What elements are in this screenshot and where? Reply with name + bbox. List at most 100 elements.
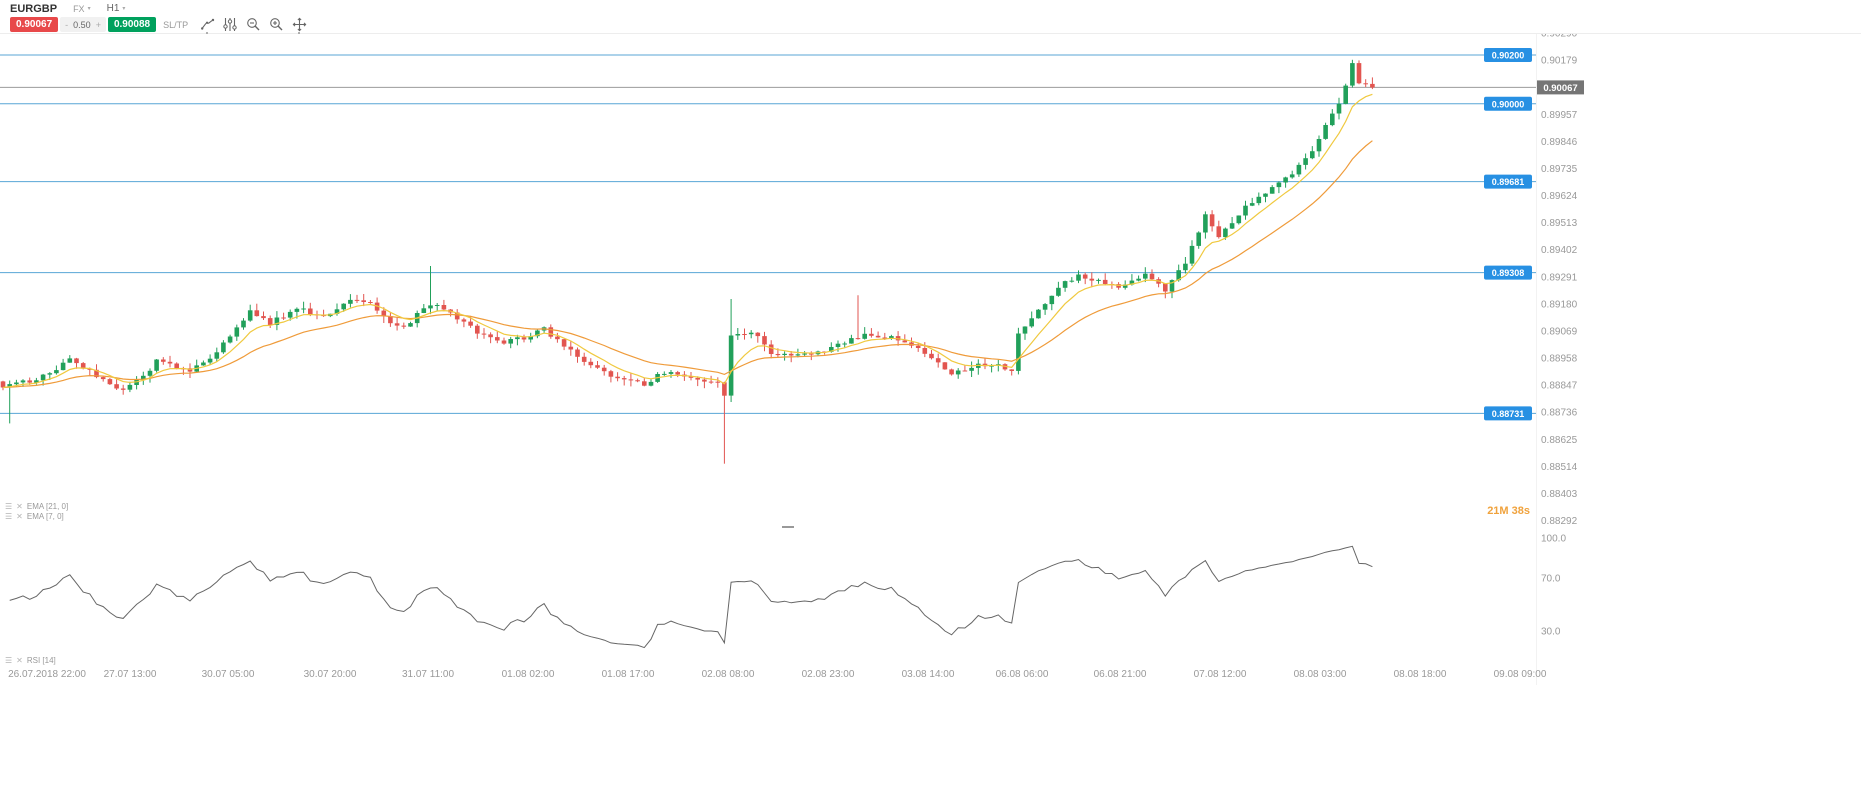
price-axis-label: 0.89291 (1541, 272, 1578, 283)
candle-body (1122, 284, 1128, 288)
candle-body (1370, 83, 1375, 88)
candle-body (401, 325, 407, 327)
market-dropdown[interactable]: FX ▾ (73, 4, 91, 14)
candle-body (60, 362, 66, 371)
candle-body (555, 336, 560, 340)
current-price-tag (1537, 80, 1584, 95)
candle-body (495, 337, 500, 341)
candle-body (234, 327, 240, 337)
candle-body (608, 371, 614, 377)
candle-body (281, 317, 286, 319)
candle-body (114, 384, 119, 389)
price-level-tag[interactable] (1484, 174, 1532, 189)
candle-body (615, 376, 620, 379)
candle-body (535, 330, 540, 337)
ema-21-line (2, 140, 1373, 389)
candle-body (428, 305, 433, 309)
candle-body (1056, 287, 1061, 296)
indicator-close-icon[interactable]: ✕ (16, 501, 23, 511)
candle-body (1276, 182, 1282, 188)
candle-body (922, 348, 928, 354)
candle-body (421, 308, 427, 313)
indicator-menu-icon[interactable]: ☰ (5, 511, 13, 521)
ema21-legend-label: EMA [21, 0] (26, 502, 69, 511)
candle-body (1163, 283, 1168, 292)
price-level-tag[interactable] (1484, 406, 1532, 421)
candle-body (1316, 139, 1322, 152)
indicators-icon[interactable] (221, 17, 239, 33)
price-level-tag[interactable] (1484, 96, 1532, 111)
candle-body (1303, 158, 1308, 165)
candle-body (7, 384, 12, 388)
candle-body (575, 349, 580, 357)
candle-body (1042, 304, 1048, 310)
symbol-name[interactable]: EURGBP (10, 2, 58, 15)
instrument-bar: EURGBP FX ▾ H1 ▾ (10, 2, 125, 15)
candle-body (1049, 295, 1055, 305)
candle-body (147, 370, 153, 376)
candle-body (869, 333, 874, 336)
price-axis-label: 0.89957 (1541, 110, 1578, 121)
indicator-close-icon[interactable]: ✕ (16, 511, 23, 521)
candle-body (1183, 263, 1188, 271)
rsi-axis-label: 100.0 (1541, 534, 1566, 545)
crosshair-move-icon[interactable] (290, 17, 308, 34)
candle-body (294, 308, 300, 312)
sell-button[interactable]: 0.90067 (10, 17, 59, 32)
zoom-in-icon[interactable] (267, 17, 285, 33)
timeframe-dropdown[interactable]: H1 ▾ (107, 3, 126, 14)
candle-body (889, 336, 894, 339)
candle-countdown: 21M 38s (1487, 505, 1530, 517)
spread-increase-button[interactable]: + (95, 19, 101, 30)
candle-body (167, 361, 173, 364)
indicator-menu-icon[interactable]: ☰ (5, 655, 13, 665)
time-axis-label: 01.08 17:00 (602, 669, 655, 680)
candle-body (722, 382, 727, 396)
time-axis-label: 03.08 14:00 (902, 669, 955, 680)
zoom-out-icon[interactable] (244, 17, 262, 33)
price-axis-label: 0.89735 (1541, 164, 1578, 175)
candle-body (1216, 226, 1222, 238)
candle-body (528, 336, 533, 340)
trendline-tool-icon[interactable] (198, 17, 216, 34)
candle-body (788, 353, 794, 356)
candle-body (601, 367, 607, 372)
candle-body (354, 299, 360, 301)
buy-button[interactable]: 0.90088 (107, 17, 157, 32)
candle-body (201, 362, 206, 366)
price-level-tag-label: 0.88731 (1492, 409, 1525, 419)
candle-body (581, 356, 587, 362)
time-axis-label: 08.08 18:00 (1394, 669, 1447, 680)
candle-body (1249, 203, 1255, 206)
candle-body (675, 372, 680, 375)
ema7-legend-label: EMA [7, 0] (26, 512, 64, 521)
candle-body (434, 305, 440, 306)
candle-body (1069, 280, 1075, 282)
indicator-close-icon[interactable]: ✕ (16, 655, 23, 665)
price-axis-label: 0.89180 (1541, 299, 1578, 310)
candle-body (715, 381, 721, 383)
candle-body (80, 363, 86, 369)
price-level-tag-label: 0.90200 (1492, 51, 1525, 61)
candle-body (501, 340, 507, 344)
candle-body (388, 316, 393, 324)
candle-body (34, 380, 39, 383)
candle-body (127, 384, 133, 390)
candle-body (67, 358, 73, 363)
candle-body (561, 339, 567, 347)
price-level-tag[interactable] (1484, 48, 1532, 62)
candle-body (1009, 369, 1014, 371)
candle-body (454, 312, 460, 320)
candle-body (835, 343, 841, 347)
indicator-menu-icon[interactable]: ☰ (5, 501, 13, 511)
time-axis-label: 26.07.2018 22:00 (8, 669, 86, 680)
price-level-tag[interactable] (1484, 265, 1532, 280)
candle-body (915, 345, 921, 348)
spread-decrease-button[interactable]: - (65, 19, 69, 30)
candle-body (862, 333, 867, 339)
sltp-button[interactable]: SL/TP (163, 19, 189, 30)
candle-body (842, 343, 847, 345)
time-axis-label: 31.07 11:00 (402, 669, 455, 680)
candle-body (1082, 274, 1088, 279)
